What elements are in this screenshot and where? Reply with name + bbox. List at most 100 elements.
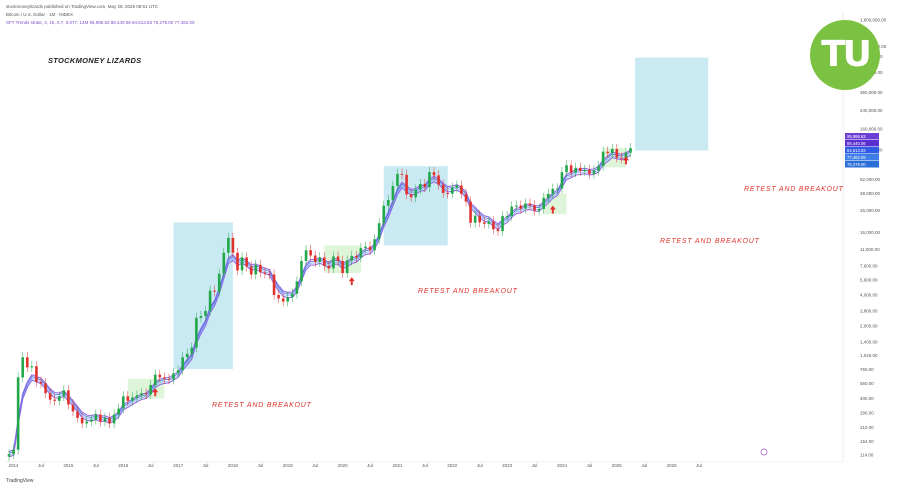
x-tick-label: 2025 [612, 463, 623, 468]
candle-body [163, 377, 166, 379]
tv-event-icon[interactable] [760, 448, 768, 456]
candle-body [227, 237, 230, 253]
candle-body [158, 374, 162, 378]
y-tick-label: 52,000.00 [860, 177, 881, 182]
candle-body [263, 272, 267, 274]
price-label-box [845, 161, 879, 168]
candle-body [387, 199, 390, 206]
candle-body [286, 297, 290, 302]
trend-band-line [8, 152, 631, 456]
price-label-box [845, 147, 879, 154]
candle-body [432, 172, 436, 176]
x-tick-label: Jul [367, 463, 373, 468]
y-tick-label: 400.00 [860, 396, 874, 401]
highlight-boxes [127, 57, 709, 399]
blue-highlight-box [635, 57, 709, 151]
x-tick-label: Jul [312, 463, 318, 468]
candle-body [505, 215, 509, 217]
y-tick-label: 26,000.00 [860, 208, 881, 213]
x-tick-label: Jul [38, 463, 44, 468]
candle-body [355, 255, 358, 258]
candle-body [126, 396, 130, 401]
candle-body [313, 255, 317, 263]
candle-body [135, 395, 139, 398]
trend-band-line [8, 154, 631, 458]
candle-body [195, 317, 198, 348]
candle-body [323, 257, 326, 267]
candle-body [620, 157, 623, 159]
annotation-retest-2023: RETEST AND BREAKOUT [660, 238, 760, 245]
candle-body [341, 260, 344, 274]
candle-body [222, 252, 226, 274]
y-tick-label: 210.00 [860, 425, 874, 430]
y-tick-label: 114.00 [860, 453, 874, 458]
annotation-retest-2025: RETEST AND BREAKOUT [744, 186, 844, 193]
candle-body [373, 239, 376, 251]
candle-body [409, 194, 413, 198]
candle-body [304, 250, 308, 261]
candle-body [583, 169, 587, 172]
candle-body [610, 148, 614, 154]
candle-body [419, 183, 422, 190]
candle-body [469, 201, 472, 223]
candle-body [629, 148, 632, 153]
candle-body [268, 273, 271, 275]
candle-body [368, 246, 372, 251]
x-tick-label: 2024 [557, 463, 568, 468]
tu-logo: TU [810, 20, 880, 90]
candle-body [592, 170, 596, 174]
candle-body [492, 221, 495, 230]
candle-body [542, 197, 545, 209]
retest-arrow-icon [622, 156, 629, 165]
y-tick-label: 5,600.00 [860, 277, 878, 282]
trend-band-line [8, 151, 631, 454]
candle-body [473, 215, 477, 223]
candle-body [519, 205, 523, 209]
candle-body [291, 293, 294, 298]
candle-body [272, 274, 276, 295]
x-tick-label: Jul [532, 463, 538, 468]
price-label-text: 77,462.09 [847, 155, 866, 160]
candle-body [176, 370, 180, 374]
candle-body [121, 396, 125, 409]
x-tick-label: 2017 [173, 463, 184, 468]
candle-body [574, 167, 577, 173]
candle-body [391, 185, 395, 200]
candle-body [569, 165, 573, 173]
y-tick-label: 11,000.00 [860, 247, 880, 252]
candle-body [455, 185, 459, 188]
y-tick-label: 160,000.00 [860, 126, 883, 131]
tradingview-footer: TradingView [6, 478, 34, 484]
candle-body [364, 246, 367, 249]
y-tick-label: 7,600.00 [860, 264, 878, 269]
candle-body [57, 396, 61, 401]
x-tick-label: Jul [203, 463, 209, 468]
candle-body [423, 183, 427, 188]
time-axis: Jul 2014 Jul 2015 Jul 2016 Jul 2017 Jul 2018 Jul 20… [6, 448, 843, 468]
x-tick-label: Jul [93, 463, 99, 468]
candle-body [117, 408, 120, 415]
y-tick-label: 154.00 [860, 439, 874, 444]
candle-body [35, 366, 38, 382]
y-tick-label: 360,000.00 [860, 90, 883, 95]
x-tick-label: 2019 [283, 463, 294, 468]
trend-band-line [8, 149, 631, 453]
x-tick-label: Jul [422, 463, 428, 468]
annotation-retest-2020: RETEST AND BREAKOUT [418, 288, 518, 295]
candle-body [578, 167, 582, 172]
candle-body [537, 208, 541, 211]
candle-body [80, 417, 84, 424]
candle-body [359, 248, 363, 258]
x-tick-label: Jul [477, 463, 483, 468]
candle-body [588, 169, 591, 174]
x-tick-label: 2016 [118, 463, 129, 468]
candle-body [172, 373, 175, 380]
candle-body [76, 411, 79, 418]
price-label-text: 88,440.06 [847, 141, 866, 146]
candle-body [450, 187, 454, 194]
x-tick-label: 2015 [63, 463, 74, 468]
candle-body [62, 390, 66, 397]
candle-body [501, 215, 504, 232]
